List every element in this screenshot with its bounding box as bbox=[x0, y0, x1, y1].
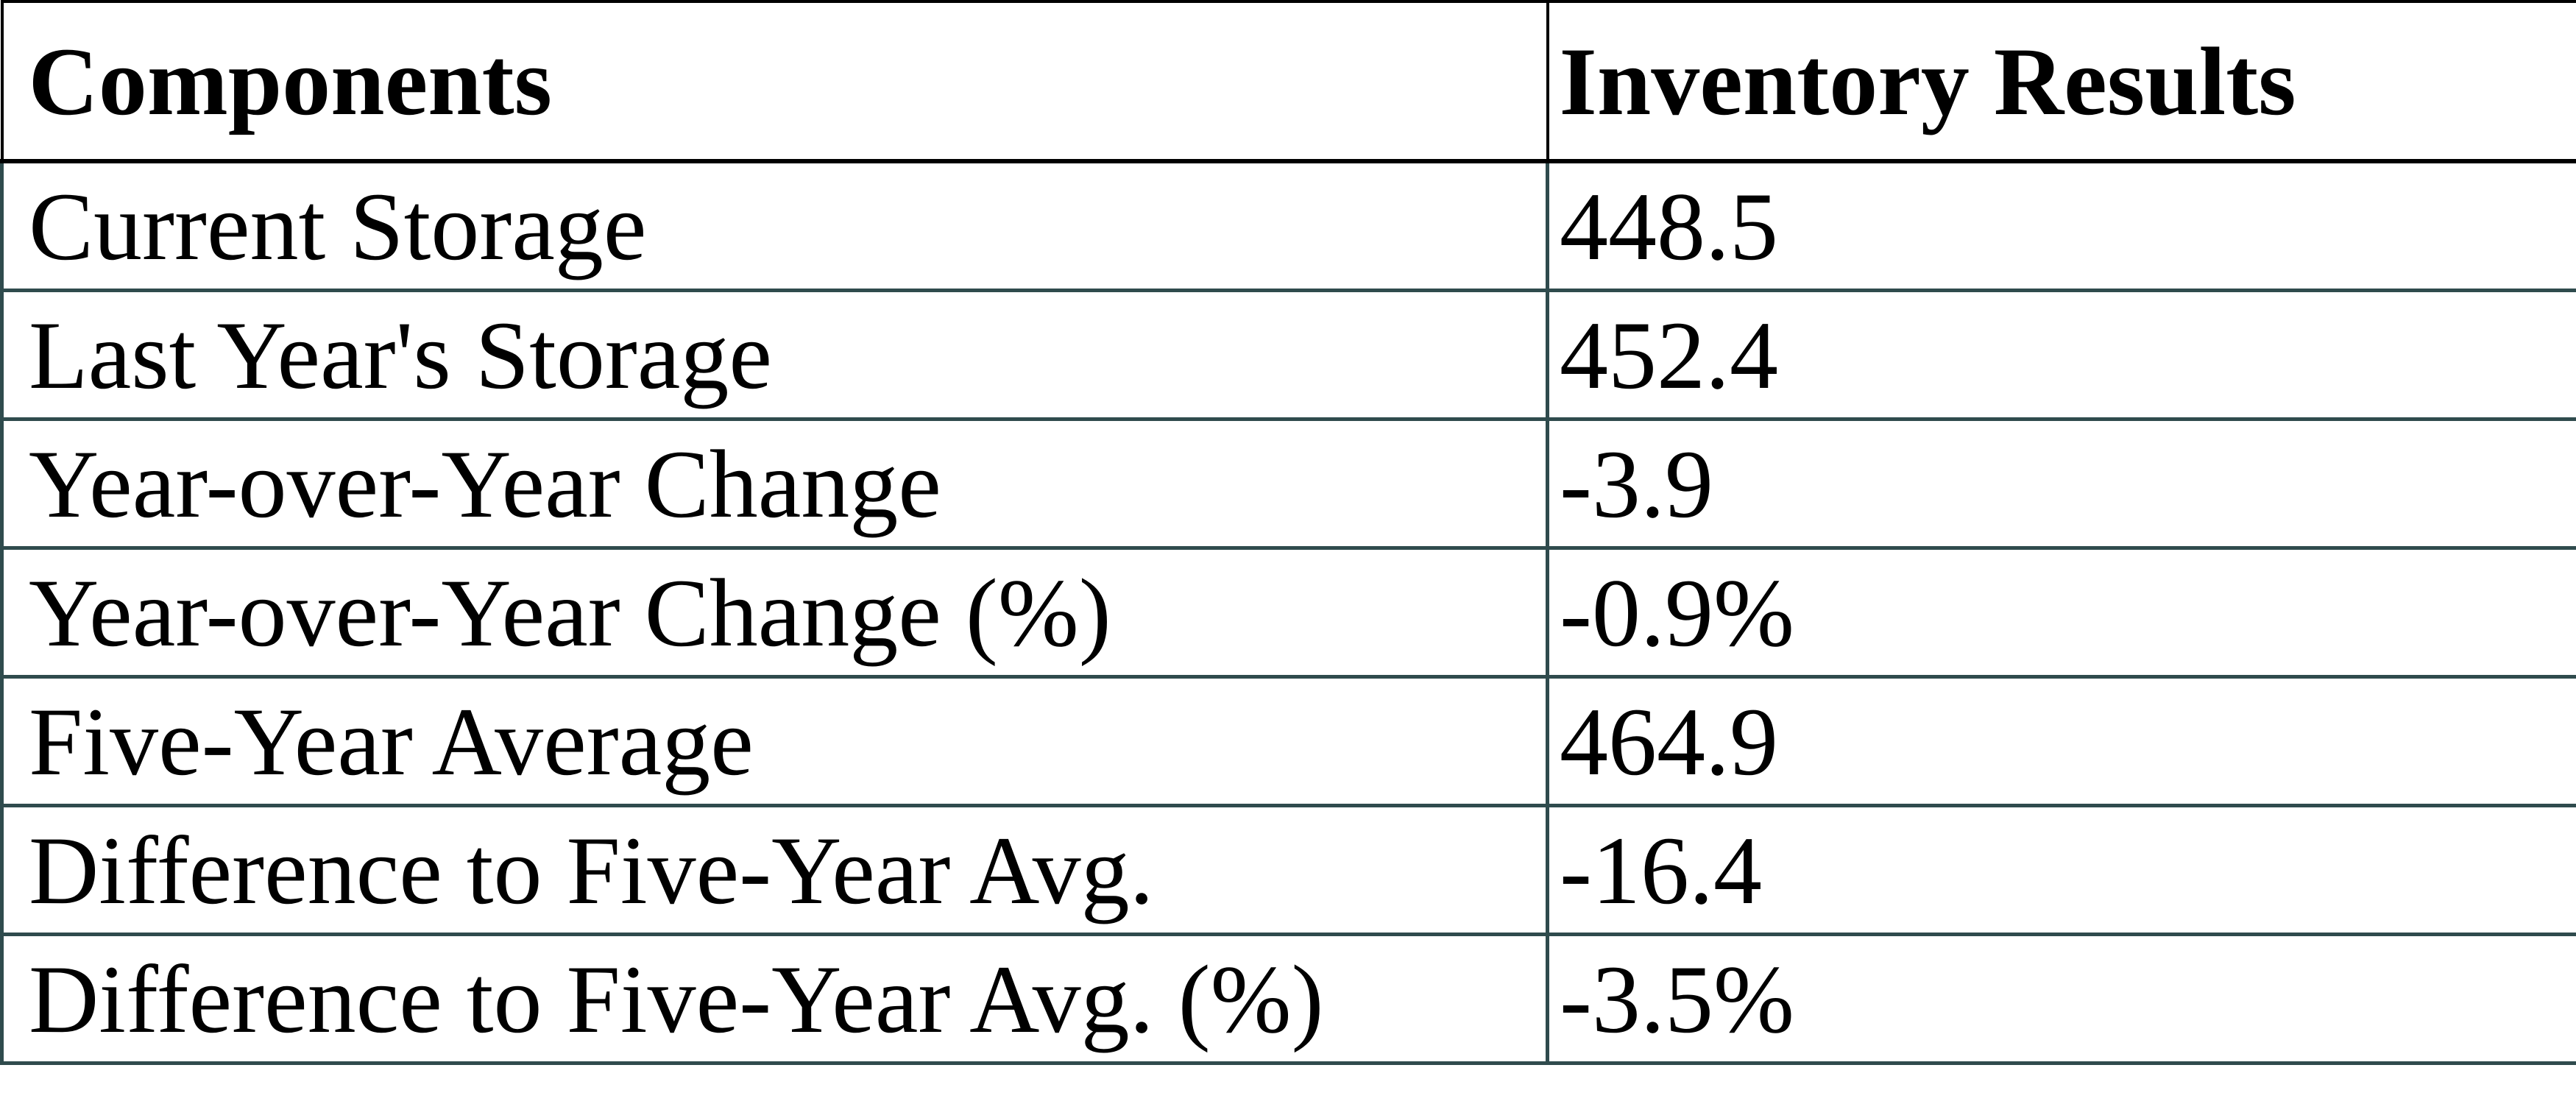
component-cell: Last Year's Storage bbox=[0, 289, 1549, 421]
value-cell: 448.5 bbox=[1546, 159, 2576, 292]
header-cell-components: Components bbox=[0, 0, 1549, 163]
table-row: Last Year's Storage 452.4 bbox=[0, 289, 2576, 421]
table-header: Components Inventory Results bbox=[0, 0, 2576, 163]
table-row: Difference to Five-Year Avg. -16.4 bbox=[0, 804, 2576, 936]
value-cell: -16.4 bbox=[1546, 804, 2576, 936]
value-cell: -3.5% bbox=[1546, 933, 2576, 1065]
table-row: Current Storage 448.5 bbox=[0, 159, 2576, 292]
table-body: Current Storage 448.5 Last Year's Storag… bbox=[0, 159, 2576, 1065]
inventory-table: Components Inventory Results Current Sto… bbox=[0, 0, 2576, 1065]
component-cell: Difference to Five-Year Avg. (%) bbox=[0, 933, 1549, 1065]
table-row: Five-Year Average 464.9 bbox=[0, 675, 2576, 807]
value-cell: -3.9 bbox=[1546, 417, 2576, 550]
value-cell: 452.4 bbox=[1546, 289, 2576, 421]
table-row: Year-over-Year Change -3.9 bbox=[0, 417, 2576, 550]
table-row: Year-over-Year Change (%) -0.9% bbox=[0, 546, 2576, 679]
table-row: Difference to Five-Year Avg. (%) -3.5% bbox=[0, 933, 2576, 1065]
component-cell: Year-over-Year Change (%) bbox=[0, 546, 1549, 679]
value-cell: 464.9 bbox=[1546, 675, 2576, 807]
header-cell-inventory-results: Inventory Results bbox=[1546, 0, 2576, 163]
component-cell: Five-Year Average bbox=[0, 675, 1549, 807]
component-cell: Difference to Five-Year Avg. bbox=[0, 804, 1549, 936]
header-row: Components Inventory Results bbox=[0, 0, 2576, 163]
value-cell: -0.9% bbox=[1546, 546, 2576, 679]
component-cell: Year-over-Year Change bbox=[0, 417, 1549, 550]
component-cell: Current Storage bbox=[0, 159, 1549, 292]
